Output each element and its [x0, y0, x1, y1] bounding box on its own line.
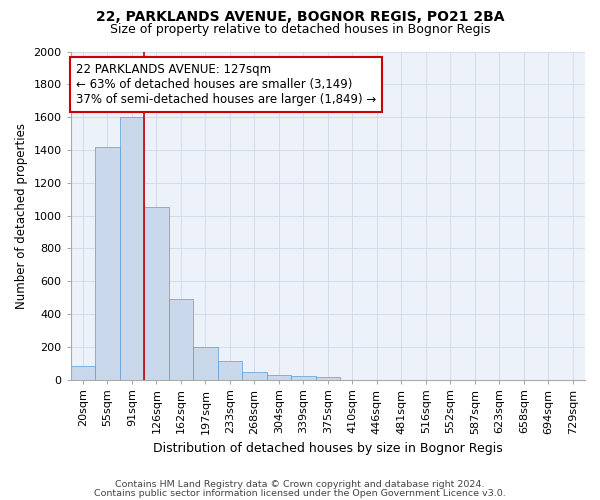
Bar	[218, 362, 242, 380]
X-axis label: Distribution of detached houses by size in Bognor Regis: Distribution of detached houses by size …	[153, 442, 503, 455]
Bar	[95, 146, 119, 380]
Y-axis label: Number of detached properties: Number of detached properties	[15, 122, 28, 308]
Bar	[119, 117, 144, 380]
Bar	[291, 376, 316, 380]
Bar	[169, 299, 193, 380]
Bar	[316, 377, 340, 380]
Bar	[242, 372, 266, 380]
Text: Contains HM Land Registry data © Crown copyright and database right 2024.: Contains HM Land Registry data © Crown c…	[115, 480, 485, 489]
Text: Size of property relative to detached houses in Bognor Regis: Size of property relative to detached ho…	[110, 22, 490, 36]
Text: 22, PARKLANDS AVENUE, BOGNOR REGIS, PO21 2BA: 22, PARKLANDS AVENUE, BOGNOR REGIS, PO21…	[96, 10, 504, 24]
Bar	[266, 376, 291, 380]
Bar	[193, 346, 218, 380]
Bar	[144, 208, 169, 380]
Bar	[71, 366, 95, 380]
Text: 22 PARKLANDS AVENUE: 127sqm
← 63% of detached houses are smaller (3,149)
37% of : 22 PARKLANDS AVENUE: 127sqm ← 63% of det…	[76, 63, 376, 106]
Text: Contains public sector information licensed under the Open Government Licence v3: Contains public sector information licen…	[94, 488, 506, 498]
